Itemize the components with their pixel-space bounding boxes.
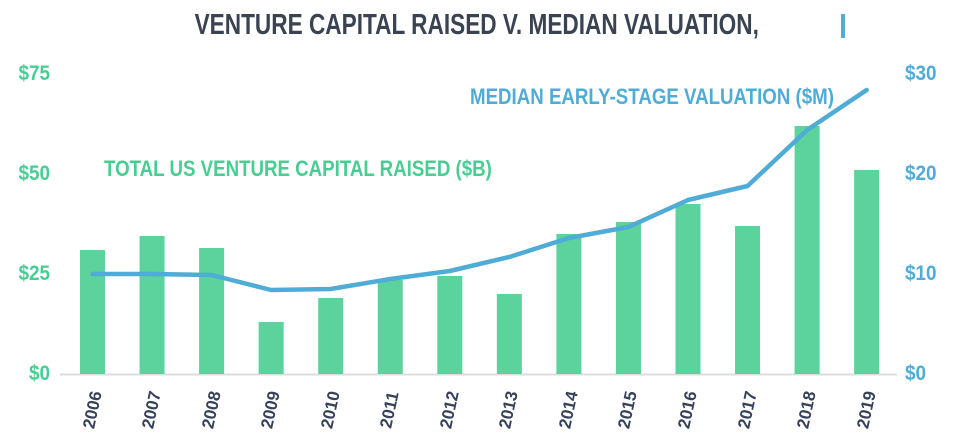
bar-2011 <box>377 280 403 374</box>
right-axis-tick-$20: $20 <box>905 162 937 185</box>
right-axis-tick-$30: $30 <box>905 62 937 85</box>
bar-2015 <box>615 222 641 374</box>
bar-2019 <box>854 170 880 374</box>
bar-2007 <box>139 236 165 374</box>
bar-2014 <box>556 234 582 374</box>
bar-2012 <box>437 276 463 374</box>
bar-2010 <box>318 298 344 374</box>
line-series-label: MEDIAN EARLY-STAGE VALUATION ($M) <box>470 84 834 109</box>
right-axis-tick-$10: $10 <box>905 262 937 285</box>
valuation-line <box>90 87 869 293</box>
title-row: VENTURE CAPITAL RAISED V. MEDIAN VALUATI… <box>0 9 960 41</box>
bar-2013 <box>496 294 522 374</box>
left-axis-tick-$75: $75 <box>18 62 50 85</box>
bar-2018 <box>794 126 820 374</box>
bar-2017 <box>735 226 761 374</box>
right-axis-tick-$0: $0 <box>905 362 927 385</box>
left-axis-tick-$50: $50 <box>18 162 50 185</box>
chart-title[interactable]: VENTURE CAPITAL RAISED V. MEDIAN VALUATI… <box>194 9 759 41</box>
bar-series-label: TOTAL US VENTURE CAPITAL RAISED ($B) <box>104 156 492 181</box>
left-axis-tick-$25: $25 <box>18 262 50 285</box>
left-axis-tick-$0: $0 <box>28 362 50 385</box>
bar-2009 <box>258 322 284 374</box>
bar-2008 <box>199 248 225 374</box>
bar-2016 <box>675 204 701 374</box>
bar-2006 <box>80 250 105 374</box>
text-cursor <box>841 14 846 38</box>
